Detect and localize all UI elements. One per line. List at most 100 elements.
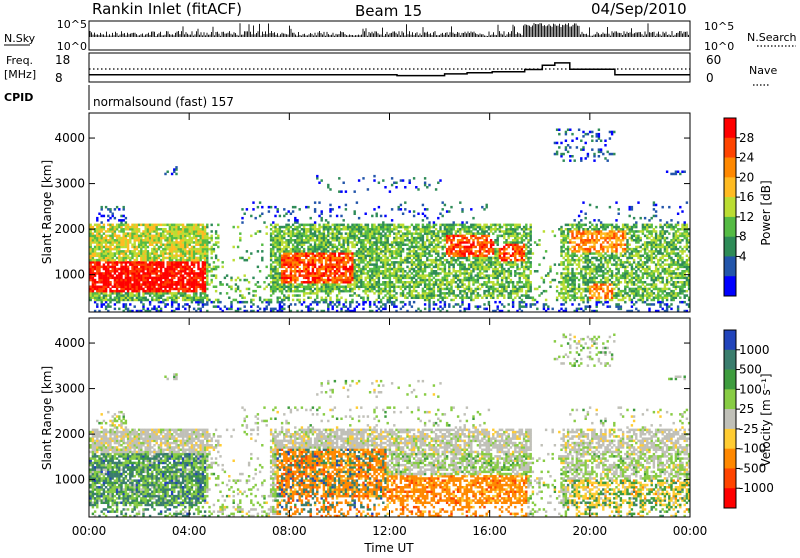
power-data-cell — [433, 224, 435, 227]
power-data-cell — [497, 277, 499, 280]
power-data-cell — [103, 246, 105, 249]
power-data-cell — [147, 279, 149, 282]
power-data-cell — [279, 279, 281, 282]
power-data-cell — [433, 286, 435, 289]
power-data-cell — [266, 226, 268, 229]
power-data-cell — [307, 228, 309, 231]
power-data-cell — [274, 283, 276, 286]
power-data-cell — [103, 250, 105, 253]
power-data-cell — [453, 246, 455, 249]
power-data-cell — [391, 263, 393, 266]
power-data-cell — [376, 237, 378, 240]
power-data-cell — [332, 290, 334, 293]
power-data-cell — [501, 266, 503, 269]
power-data-cell — [464, 228, 466, 231]
power-data-cell — [178, 305, 180, 308]
power-data-cell — [345, 263, 347, 266]
power-data-cell — [380, 244, 382, 247]
power-data-cell — [94, 235, 96, 238]
power-data-cell — [134, 237, 136, 240]
power-data-cell — [193, 292, 195, 295]
power-data-cell — [261, 259, 263, 262]
power-data-cell — [147, 224, 149, 227]
power-data-cell — [248, 257, 250, 260]
power-data-cell — [180, 241, 182, 244]
power-data-cell — [127, 268, 129, 271]
power-data-cell — [422, 239, 424, 242]
power-data-cell — [455, 250, 457, 253]
power-data-cell — [464, 250, 466, 253]
power-data-cell — [351, 283, 353, 286]
power-data-cell — [206, 235, 208, 238]
power-data-cell — [211, 281, 213, 284]
power-data-cell — [358, 232, 360, 235]
power-data-cell — [114, 217, 116, 220]
power-data-cell — [169, 263, 171, 266]
power-data-cell — [422, 241, 424, 244]
power-data-cell — [444, 232, 446, 235]
power-data-cell — [472, 261, 474, 264]
power-data-cell — [118, 246, 120, 249]
power-data-cell — [345, 268, 347, 271]
power-data-cell — [327, 303, 329, 306]
power-data-cell — [378, 228, 380, 231]
power-data-cell — [283, 215, 285, 218]
power-data-cell — [356, 294, 358, 297]
power-data-cell — [182, 290, 184, 293]
power-data-cell — [145, 263, 147, 266]
power-data-cell — [505, 277, 507, 280]
power-data-cell — [125, 241, 127, 244]
power-data-cell — [149, 228, 151, 231]
power-data-cell — [277, 277, 279, 280]
power-data-cell — [156, 252, 158, 255]
power-data-cell — [244, 301, 246, 304]
power-data-cell — [497, 279, 499, 282]
power-data-cell — [189, 294, 191, 297]
power-data-cell — [497, 259, 499, 262]
power-data-cell — [145, 250, 147, 253]
power-data-cell — [395, 241, 397, 244]
power-data-cell — [400, 288, 402, 291]
power-data-cell — [494, 283, 496, 286]
power-data-cell — [171, 268, 173, 271]
power-data-cell — [255, 290, 257, 293]
power-data-cell — [182, 252, 184, 255]
power-data-cell — [393, 305, 395, 308]
power-data-cell — [107, 261, 109, 264]
power-data-cell — [420, 261, 422, 264]
power-data-cell — [149, 261, 151, 264]
power-data-cell — [382, 261, 384, 264]
power-data-cell — [411, 281, 413, 284]
power-data-cell — [378, 301, 380, 304]
power-data-cell — [497, 308, 499, 311]
power-data-cell — [349, 277, 351, 280]
power-data-cell — [153, 270, 155, 273]
power-data-cell — [292, 235, 294, 238]
power-data-cell — [422, 250, 424, 253]
power-data-cell — [312, 277, 314, 280]
power-data-cell — [424, 308, 426, 311]
power-data-cell — [118, 255, 120, 258]
power-data-cell — [499, 283, 501, 286]
power-data-cell — [175, 173, 177, 176]
power-data-cell — [105, 270, 107, 273]
power-data-cell — [112, 230, 114, 233]
power-data-cell — [470, 232, 472, 235]
power-data-cell — [483, 283, 485, 286]
power-data-cell — [455, 294, 457, 297]
power-data-cell — [376, 215, 378, 218]
power-data-cell — [378, 274, 380, 277]
power-data-cell — [376, 268, 378, 271]
power-data-cell — [336, 301, 338, 304]
power-data-cell — [334, 252, 336, 255]
power-data-cell — [186, 252, 188, 255]
power-data-cell — [356, 228, 358, 231]
power-data-cell — [481, 237, 483, 240]
power-data-cell — [112, 268, 114, 271]
power-data-cell — [492, 244, 494, 247]
power-data-cell — [453, 268, 455, 271]
power-data-cell — [305, 277, 307, 280]
power-data-cell — [164, 288, 166, 291]
power-data-cell — [156, 224, 158, 227]
power-data-cell — [391, 246, 393, 249]
